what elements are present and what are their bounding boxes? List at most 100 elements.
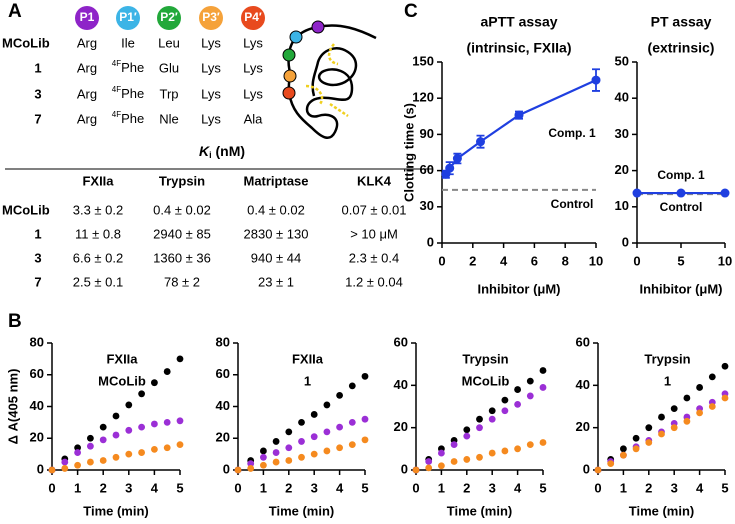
column-header: Trypsin	[159, 173, 205, 188]
residue-dot	[282, 48, 296, 62]
row-label: 3	[34, 86, 41, 101]
x-tick-label: 0	[412, 480, 419, 495]
x-tick-label: 5	[539, 480, 546, 495]
point	[450, 441, 458, 448]
point	[151, 379, 158, 387]
residue: Arg	[77, 86, 97, 101]
chart-title: FXIIa	[106, 351, 138, 366]
position-circle	[75, 6, 99, 30]
point	[438, 462, 445, 470]
residue: Arg	[77, 35, 97, 50]
point	[310, 433, 318, 441]
peptide-schematic	[282, 20, 377, 140]
point	[87, 458, 94, 466]
row-label: MCoLib	[2, 202, 50, 217]
x-tick-label: 5	[361, 480, 368, 495]
point	[412, 466, 420, 474]
chart-title: (extrinsic)	[648, 40, 715, 56]
residue: Lys	[201, 86, 221, 101]
residue: Arg	[77, 111, 97, 126]
point	[163, 418, 171, 426]
disulfide	[305, 43, 349, 118]
point	[112, 412, 120, 420]
point	[361, 372, 369, 380]
point	[125, 401, 133, 409]
point	[112, 431, 120, 439]
row-label: 1	[34, 60, 41, 75]
x-tick-label: 3	[125, 480, 132, 495]
x-tick-label: 2	[469, 253, 476, 268]
table-title: Ki (nM)	[199, 143, 245, 163]
y-tick-label: 10	[615, 198, 629, 213]
chart-title: (intrinsic, FXIIa)	[466, 40, 571, 56]
point	[260, 447, 267, 455]
point	[138, 423, 146, 431]
table-cell: 940 ± 44	[251, 250, 302, 265]
x-tick-label: 5	[677, 253, 684, 268]
x-tick-label: 4	[696, 480, 704, 495]
y-tick-label: 20	[216, 430, 230, 445]
residue: Ile	[121, 35, 135, 50]
point	[74, 461, 81, 469]
column-header: FXIIa	[82, 173, 114, 188]
x-tick-label: 8	[562, 253, 569, 268]
point	[476, 424, 483, 432]
point	[425, 464, 433, 472]
residue: Nle	[159, 111, 179, 126]
point	[683, 394, 691, 402]
y-tick-label: 40	[576, 377, 590, 392]
point	[298, 453, 305, 461]
x-tick-label: 0	[48, 480, 55, 495]
point	[163, 444, 171, 452]
point	[323, 447, 331, 455]
y-tick-label: 60	[394, 334, 408, 349]
chart-title: Trypsin	[644, 351, 690, 366]
y-tick-label: 80	[30, 334, 44, 349]
point	[501, 447, 509, 455]
point	[696, 409, 703, 417]
point	[74, 444, 81, 452]
chart-title: 1	[664, 373, 671, 388]
row-label: MCoLib	[2, 35, 50, 50]
text-part: (nM)	[215, 143, 245, 159]
point	[336, 391, 343, 399]
residue: Trp	[159, 86, 178, 101]
y-tick-label: 0	[427, 234, 434, 249]
residue: 4FPhe	[112, 110, 144, 126]
point	[61, 465, 69, 472]
point	[696, 384, 703, 391]
series-label: Comp. 1	[548, 126, 596, 140]
chart: 0 5 10 0 10 20 30 40 50 PT assay (extrinsic) Inhibi…	[615, 14, 733, 297]
panel-label: A	[8, 1, 22, 22]
table-cell: 1.2 ± 0.04	[345, 274, 403, 289]
point	[285, 457, 293, 464]
point	[721, 362, 729, 370]
x-tick-label: 2	[100, 480, 107, 495]
chart: 0 2 4 6 8 10 0 30 60 90 120 150 aPTT assay (intrinsic…	[401, 14, 603, 297]
y-tick-label: 90	[420, 126, 434, 141]
residue: Lys	[243, 35, 263, 50]
x-axis-label: Inhibitor (μM)	[639, 281, 722, 296]
residue-dot	[283, 69, 297, 83]
chart-title: PT assay	[651, 14, 712, 30]
residue: Lys	[243, 86, 263, 101]
y-tick-label: 20	[30, 430, 44, 445]
point	[310, 450, 318, 458]
table-cell: 2830 ± 130	[244, 226, 309, 241]
x-tick-label: 0	[633, 253, 640, 268]
y-tick-label: 150	[412, 53, 434, 68]
x-tick-label: 4	[151, 480, 159, 495]
point	[323, 428, 331, 436]
residue: Glu	[159, 60, 179, 75]
x-tick-label: 4	[514, 480, 522, 495]
point	[488, 415, 496, 423]
x-axis-label: Time (min)	[629, 503, 695, 518]
residue: Arg	[77, 60, 97, 75]
point	[514, 386, 521, 393]
y-axis-label: Δ A(405 nm)	[5, 369, 20, 445]
table-cell: 1360 ± 36	[153, 250, 211, 265]
point	[594, 466, 602, 474]
